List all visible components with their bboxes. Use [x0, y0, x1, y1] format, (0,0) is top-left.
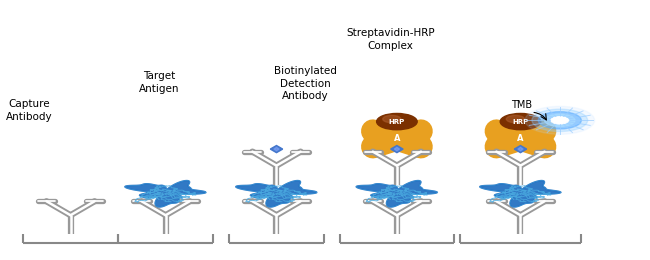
- Text: A: A: [517, 134, 524, 144]
- Text: HRP: HRP: [512, 119, 528, 125]
- Circle shape: [532, 109, 588, 132]
- Polygon shape: [514, 146, 526, 153]
- Text: HRP: HRP: [389, 119, 405, 125]
- Polygon shape: [270, 146, 283, 153]
- Polygon shape: [125, 180, 206, 207]
- Circle shape: [552, 117, 567, 124]
- Polygon shape: [356, 180, 437, 207]
- Text: Biotinylated
Detection
Antibody: Biotinylated Detection Antibody: [274, 66, 337, 101]
- Polygon shape: [395, 147, 400, 151]
- Polygon shape: [236, 180, 317, 207]
- Polygon shape: [391, 146, 403, 153]
- Polygon shape: [480, 180, 561, 207]
- Text: A: A: [394, 134, 400, 144]
- Circle shape: [500, 113, 541, 130]
- Text: Streptavidin-HRP
Complex: Streptavidin-HRP Complex: [346, 28, 435, 51]
- Text: Capture
Antibody: Capture Antibody: [6, 100, 53, 122]
- Text: Target
Antigen: Target Antigen: [139, 72, 179, 94]
- Circle shape: [383, 115, 401, 123]
- Circle shape: [376, 113, 417, 130]
- Polygon shape: [274, 147, 279, 151]
- Circle shape: [506, 115, 525, 123]
- Text: TMB: TMB: [511, 100, 532, 110]
- Circle shape: [545, 114, 575, 126]
- Circle shape: [551, 117, 569, 124]
- Circle shape: [525, 106, 595, 134]
- Circle shape: [538, 112, 581, 129]
- Polygon shape: [518, 147, 523, 151]
